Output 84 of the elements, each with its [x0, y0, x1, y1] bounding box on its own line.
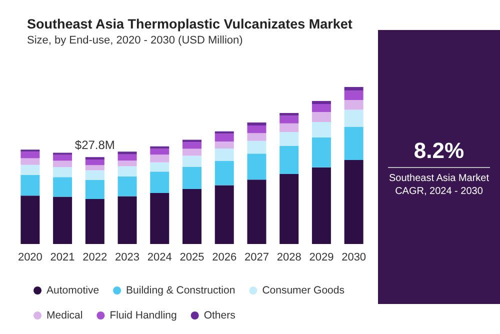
bar — [344, 160, 364, 244]
legend-label: Fluid Handling — [110, 310, 177, 322]
bar — [280, 146, 299, 174]
bar — [182, 156, 202, 167]
bar — [85, 157, 104, 160]
bar — [312, 112, 331, 122]
bar — [150, 162, 170, 172]
bar — [118, 154, 137, 161]
bar — [344, 87, 364, 91]
bar — [312, 137, 331, 168]
bar — [247, 133, 266, 141]
bar — [85, 180, 104, 199]
x-tick-label: 2021 — [50, 252, 75, 264]
x-tick-label: 2030 — [342, 252, 366, 264]
bar — [20, 196, 40, 244]
bar — [214, 131, 234, 134]
bar — [247, 154, 266, 180]
legend-label: Consumer Goods — [262, 284, 344, 296]
bar — [118, 152, 137, 154]
legend-label: Building & Construction — [126, 284, 236, 296]
text: Southeast Asia Market CAGR, 2024 - 2030 — [388, 172, 490, 198]
bar — [118, 160, 137, 166]
bar — [214, 141, 234, 149]
x-tick-label: 2022 — [82, 252, 108, 264]
bar — [312, 167, 331, 244]
bar — [312, 122, 331, 138]
bar — [344, 100, 364, 110]
annotation: $27.8M — [74, 138, 115, 152]
bar — [53, 177, 72, 197]
bar — [20, 174, 40, 196]
bar — [182, 142, 202, 149]
bar — [85, 198, 104, 244]
bar — [150, 172, 170, 193]
bar — [280, 113, 299, 116]
bar — [53, 160, 72, 168]
x-tick-label: 2026 — [212, 252, 237, 264]
bar — [247, 122, 266, 126]
bar — [214, 134, 234, 142]
bar — [182, 148, 202, 156]
bar — [20, 158, 40, 165]
bar — [247, 125, 266, 134]
bar — [150, 148, 170, 155]
bar — [118, 196, 137, 244]
bar — [214, 185, 234, 244]
bar — [53, 196, 72, 244]
bar — [118, 176, 137, 196]
x-tick-label: 2029 — [309, 252, 334, 264]
bar — [214, 148, 234, 161]
bar — [344, 126, 364, 160]
legend-label: Medical — [46, 310, 83, 322]
x-tick-label: 2025 — [180, 252, 204, 264]
x-tick-label: 2023 — [115, 252, 140, 264]
bar — [85, 165, 104, 170]
bar — [280, 174, 299, 244]
bar — [280, 123, 299, 132]
bar — [280, 132, 299, 146]
bar — [85, 170, 104, 180]
bar — [150, 154, 170, 162]
bar — [85, 160, 104, 166]
bar — [20, 164, 40, 175]
bar — [118, 166, 137, 176]
legend-label: Automotive — [46, 284, 100, 296]
x-tick-label: 2027 — [244, 252, 269, 264]
x-tick-label: 2020 — [18, 252, 42, 264]
chart-title: Southeast Asia Thermoplastic Vulcanizates Market — [27, 16, 353, 32]
x-tick-label: 2024 — [147, 252, 172, 264]
legend-label: Others — [204, 310, 236, 322]
text: 8.2% — [388, 138, 490, 168]
chart-subtitle: Size, by End-use, 2020 - 2030 (USD Million) — [27, 34, 243, 46]
bar — [247, 180, 266, 244]
bar — [344, 110, 364, 127]
bar — [344, 90, 364, 100]
bar — [53, 167, 72, 178]
bar — [247, 140, 266, 154]
bar — [150, 192, 170, 244]
bar — [214, 160, 234, 186]
bar — [182, 189, 202, 244]
bar — [280, 116, 299, 124]
bar — [182, 166, 202, 190]
bar — [53, 154, 72, 161]
bar — [312, 100, 331, 104]
bar — [312, 104, 331, 112]
bar — [20, 152, 40, 158]
x-tick-label: 2028 — [276, 252, 302, 264]
